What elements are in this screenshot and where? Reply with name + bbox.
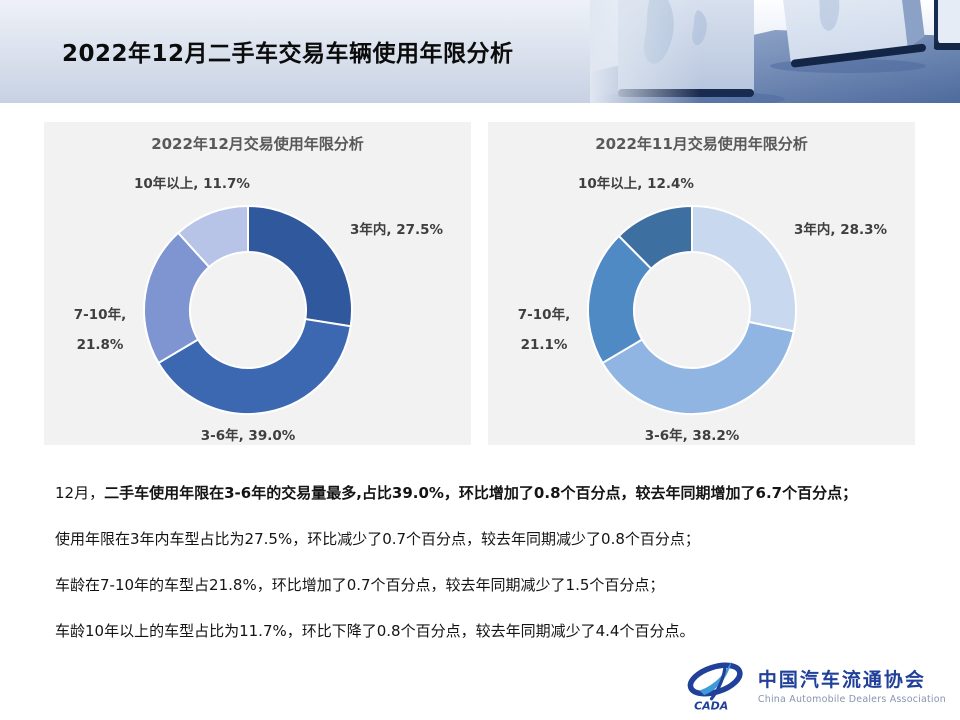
cada-logo-text: 中国汽车流通协会 China Automobile Dealers Associ… [758,665,946,705]
commentary-line-1: 12月，二手车使用年限在3-6年的交易量最多,占比39.0%，环比增加了0.8个… [55,482,925,504]
chart-title-november: 2022年11月交易使用年限分析 [595,135,808,153]
slice-label-dec-7to10: 7-10年, 21.8% [73,307,127,353]
header-cubes-image [590,0,960,103]
slice-label-dec-under3: 3年内, 27.5% [350,222,444,238]
commentary: 12月，二手车使用年限在3-6年的交易量最多,占比39.0%，环比增加了0.8个… [55,482,925,666]
org-name-zh: 中国汽车流通协会 [757,669,926,691]
slice-label-dec-3to6: 3-6年, 39.0% [200,428,296,444]
donut-slice-3年内 [247,204,353,328]
donut-slice-10年以上 [176,204,249,269]
cada-emblem-text: CADA [694,700,728,712]
donut-slice-3-6年 [601,320,795,415]
cada-logo: CADA 中国汽车流通协会 China Automobile Dealers A… [684,658,946,712]
slice-label-nov-3to6: 3-6年, 38.2% [644,428,740,444]
slice-label-nov-7to10: 7-10年, 21.1% [517,307,571,353]
chart-title-december: 2022年12月交易使用年限分析 [151,135,364,153]
commentary-line-2: 使用年限在3年内车型占比为27.5%，环比减少了0.7个百分点，较去年同期减少了… [55,530,700,548]
donut-slice-3-6年 [157,317,352,415]
page-title: 2022年12月二手车交易车辆使用年限分析 [62,41,514,67]
commentary-line-1-bold: 二手车使用年限在3-6年的交易量最多,占比39.0%，环比增加了0.8个百分点，… [104,484,858,502]
slice-label-nov-under3: 3年内, 28.3% [794,222,888,238]
commentary-line-3: 车龄在7-10年的车型占21.8%，环比增加了0.7个百分点，较去年同期减少了1… [55,576,665,594]
donut-slice-10年以上 [617,204,693,271]
org-name-en: China Automobile Dealers Association [757,694,946,705]
donut-chart-december [143,204,353,415]
commentary-line-1-prefix: 12月， [55,484,105,502]
chart-panel-november: 2022年11月交易使用年限分析 10年以上, 12.4% 3年内, 28.3%… [488,122,915,445]
commentary-line-4: 车龄10年以上的车型占比为11.7%，环比下降了0.8个百分点，较去年同期减少了… [55,622,695,640]
chart-panel-december: 2022年12月交易使用年限分析 10年以上, 11.7% 3年内, 27.5%… [44,122,471,445]
slide-header: 2022年12月二手车交易车辆使用年限分析 [0,0,960,103]
cada-logo-icon: CADA [687,661,743,712]
donut-slice-3年内 [691,204,797,333]
donut-chart-november [587,204,797,415]
slice-label-nov-over10: 10年以上, 12.4% [578,176,694,192]
slice-label-dec-over10: 10年以上, 11.7% [134,176,250,192]
